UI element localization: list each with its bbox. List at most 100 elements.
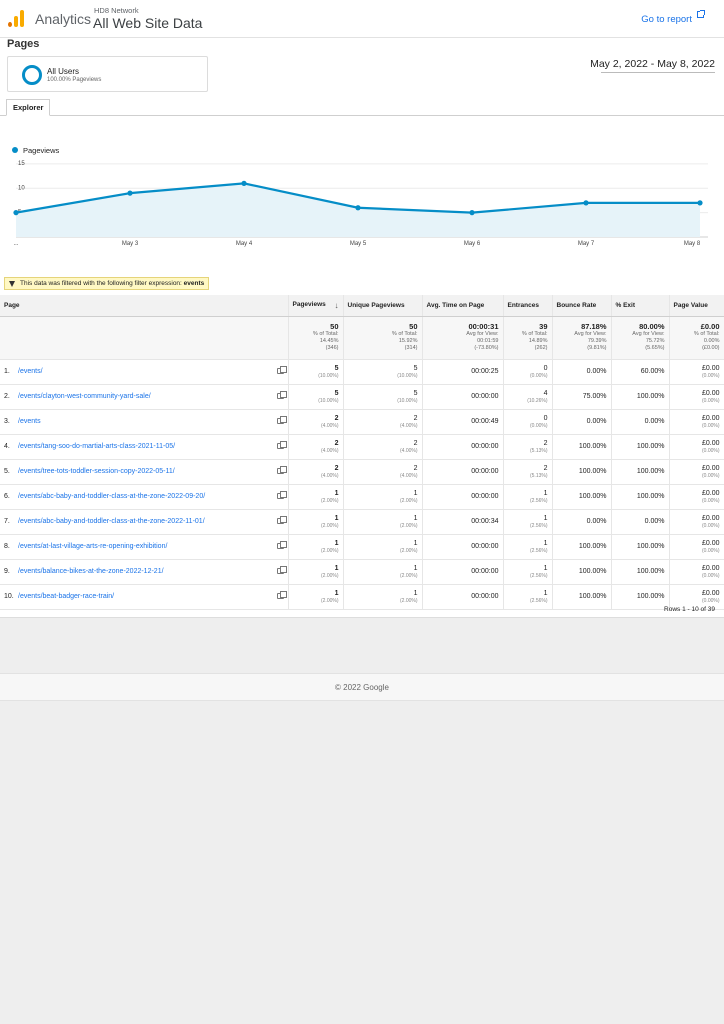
open-page-icon[interactable] <box>276 515 287 524</box>
unique-pageviews-cell: 5 (10.00%) <box>343 359 423 385</box>
unique-pageviews-pct: (2.00%) <box>399 522 418 529</box>
exit-value: 0.00% <box>644 417 665 425</box>
page-value-cell: £0.00 (0.00%) <box>669 384 724 410</box>
page-value-value: £0.00 <box>701 439 720 447</box>
open-page-icon[interactable] <box>276 465 287 474</box>
avg-time-cell: 00:00:25 <box>422 359 504 385</box>
entrances-cell: 0 (0.00%) <box>503 359 553 385</box>
page-value-pct: (0.00%) <box>701 572 720 579</box>
page-link[interactable]: /events <box>18 418 41 425</box>
col-header-pageviews[interactable]: Pageviews ↓ <box>288 295 344 317</box>
unique-pageviews-value: 2 <box>413 439 418 447</box>
totals-subtext: % of Total: <box>312 330 339 337</box>
row-number: 3. <box>4 418 10 425</box>
page-value-cell: £0.00 (0.00%) <box>669 484 724 510</box>
col-header-bounce-rate[interactable]: Bounce Rate <box>552 295 612 317</box>
page-value-value: £0.00 <box>701 489 720 497</box>
exit-value: 60.00% <box>640 367 665 375</box>
page-link[interactable]: /events/balance-bikes-at-the-zone-2022-1… <box>18 568 164 575</box>
pageviews-pct: (4.00%) <box>320 422 339 429</box>
chart-legend[interactable]: Pageviews <box>12 146 59 155</box>
page-cell: 2. /events/clayton-west-community-yard-sa… <box>0 384 289 410</box>
col-header-avg-time[interactable]: Avg. Time on Page <box>422 295 504 317</box>
avg-time-cell: 00:00:00 <box>422 484 504 510</box>
page-value-cell: £0.00 (0.00%) <box>669 509 724 535</box>
pageviews-cell: 5 (10.00%) <box>288 384 344 410</box>
unique-pageviews-value: 2 <box>413 414 418 422</box>
avg-time-cell: 00:00:00 <box>422 534 504 560</box>
row-number: 4. <box>4 443 10 450</box>
totals-subtext: 75.72% <box>645 337 665 344</box>
page-link[interactable]: /events/tang-soo-do-martial-arts-class-2… <box>18 443 176 450</box>
page-cell: 6. /events/abc-baby-and-toddler-class-at-… <box>0 484 289 510</box>
open-page-icon[interactable] <box>276 440 287 449</box>
open-page-icon[interactable] <box>276 390 287 399</box>
bounce-rate-cell: 0.00% <box>552 359 612 385</box>
data-point <box>583 200 589 206</box>
data-point <box>241 180 247 186</box>
col-header-unique-pageviews[interactable]: Unique Pageviews <box>343 295 423 317</box>
bounce-rate-cell: 100.00% <box>552 534 612 560</box>
table-row: 3./events 2 (4.00%) 2 (4.00%) 00:00:49 0 (0.00%… <box>0 409 724 435</box>
page-link[interactable]: /events/at-last-village-arts-re-opening-… <box>18 543 168 550</box>
exit-cell: 0.00% <box>611 509 670 535</box>
table-row: 6. /events/abc-baby-and-toddler-class-at-… <box>0 484 724 510</box>
bounce-rate-cell: 100.00% <box>552 434 612 460</box>
page-value-pct: (0.00%) <box>701 597 720 604</box>
row-number: 9. <box>4 568 10 575</box>
page-link[interactable]: /events/tree-tots-toddler-session-copy-2… <box>18 468 175 475</box>
page-link[interactable]: /events/ <box>18 368 43 375</box>
pageviews-value: 5 <box>334 364 339 372</box>
entrances-cell: 4 (10.26%) <box>503 384 553 410</box>
property-selector[interactable]: All Web Site Data <box>93 15 203 31</box>
pageviews-cell: 1 (2.00%) <box>288 559 344 585</box>
page-value-pct: (0.00%) <box>701 522 720 529</box>
unique-pageviews-cell: 2 (4.00%) <box>343 409 423 435</box>
totals-subtext: (314) <box>404 344 418 351</box>
pageviews-value: 1 <box>334 539 339 547</box>
totals-value: 50 <box>330 321 339 331</box>
pageviews-pct: (2.00%) <box>320 497 339 504</box>
unique-pageviews-pct: (2.00%) <box>399 497 418 504</box>
open-page-icon[interactable] <box>276 490 287 499</box>
entrances-pct: (10.26%) <box>527 397 548 404</box>
legend-dot-icon <box>12 147 18 153</box>
tab-explorer[interactable]: Explorer <box>6 99 51 116</box>
page-link[interactable]: /events/abc-baby-and-toddler-class-at-th… <box>18 518 205 525</box>
page-link[interactable]: /events/abc-baby-and-toddler-class-at-th… <box>18 493 206 500</box>
external-link-icon[interactable] <box>697 10 705 18</box>
totals-subtext: (346) <box>325 344 339 351</box>
totals-subtext: Avg for View: <box>632 330 665 337</box>
go-to-report-link[interactable]: Go to report <box>641 14 692 25</box>
segment-card[interactable]: All Users 100.00% Pageviews <box>7 56 208 92</box>
open-page-icon[interactable] <box>276 590 287 599</box>
table-row: 2. /events/clayton-west-community-yard-sa… <box>0 384 724 410</box>
bounce-rate-cell: 100.00% <box>552 459 612 485</box>
pageviews-pct: (10.00%) <box>318 397 339 404</box>
unique-pageviews-pct: (10.00%) <box>397 397 418 404</box>
row-number: 2. <box>4 393 10 400</box>
entrances-value: 2 <box>543 464 548 472</box>
open-page-icon[interactable] <box>276 540 287 549</box>
totals-cell: 50% of Total: 15.92% (314) <box>343 316 423 360</box>
sort-down-icon[interactable]: ↓ <box>334 300 339 310</box>
page-link[interactable]: /events/clayton-west-community-yard-sale… <box>18 393 151 400</box>
entrances-value: 1 <box>543 539 548 547</box>
col-header-page[interactable]: Page <box>0 295 289 317</box>
col-header-page-value[interactable]: Page Value <box>669 295 724 317</box>
open-page-icon[interactable] <box>276 365 287 374</box>
avg-time-cell: 00:00:00 <box>422 459 504 485</box>
date-range-picker[interactable]: May 2, 2022 - May 8, 2022 <box>590 58 715 70</box>
open-page-icon[interactable] <box>276 565 287 574</box>
page-link[interactable]: /events/beat-badger-race-train/ <box>18 593 115 600</box>
col-header-exit[interactable]: % Exit <box>611 295 670 317</box>
page-value-pct: (0.00%) <box>701 547 720 554</box>
pageviews-pct: (2.00%) <box>320 572 339 579</box>
account-name: HD8 Network <box>94 6 139 15</box>
entrances-value: 0 <box>543 364 548 372</box>
open-page-icon[interactable] <box>276 415 287 424</box>
bounce-rate-cell: 0.00% <box>552 409 612 435</box>
avg-time-value: 00:00:00 <box>471 567 499 575</box>
col-header-entrances[interactable]: Entrances <box>503 295 553 317</box>
totals-subtext: 0.00% <box>703 337 720 344</box>
